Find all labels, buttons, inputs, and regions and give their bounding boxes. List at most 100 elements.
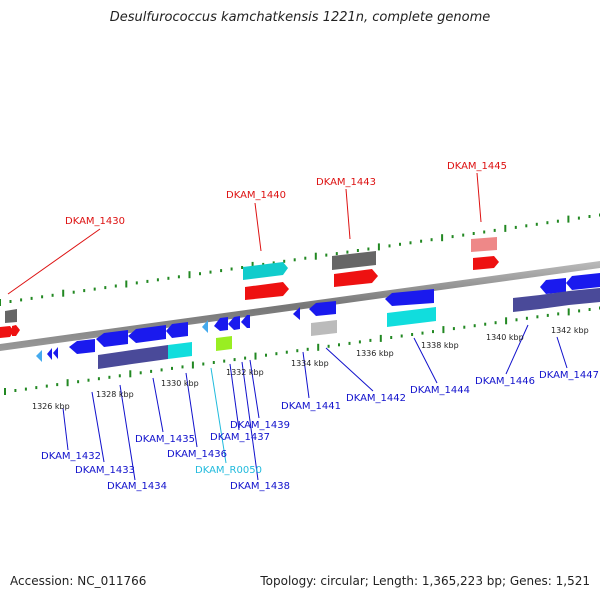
gene-label: DKAM_1441 xyxy=(281,401,341,412)
gene-label: DKAM_1443 xyxy=(316,177,376,188)
minor-tick xyxy=(139,371,142,375)
minor-tick xyxy=(411,333,414,336)
minor-tick xyxy=(525,224,528,228)
gene-feature xyxy=(0,326,14,338)
minor-tick xyxy=(293,258,296,262)
gene-label: DKAM_1447 xyxy=(539,370,599,381)
minor-tick xyxy=(335,252,338,256)
gene-label: DKAM_1433 xyxy=(75,465,135,476)
gene-feature xyxy=(245,282,289,300)
gene-feature xyxy=(47,348,52,360)
minor-tick xyxy=(20,298,23,302)
minor-tick xyxy=(369,338,372,342)
minor-tick xyxy=(306,347,309,351)
minor-tick xyxy=(83,289,86,293)
minor-tick xyxy=(577,216,580,220)
minor-tick xyxy=(114,284,117,288)
minor-tick xyxy=(220,269,223,273)
accession-text: Accession: NC_011766 xyxy=(10,574,147,588)
minor-tick xyxy=(546,221,549,225)
minor-tick xyxy=(283,259,286,263)
gene-feature xyxy=(293,307,300,320)
gene-feature xyxy=(540,278,566,294)
minor-tick xyxy=(493,228,496,232)
minor-tick xyxy=(24,387,27,391)
minor-tick xyxy=(338,343,340,347)
minor-tick xyxy=(244,356,247,360)
gene-feature xyxy=(168,342,192,359)
minor-tick xyxy=(451,235,454,239)
minor-tick xyxy=(472,232,475,235)
minor-tick xyxy=(462,233,465,237)
major-tick xyxy=(254,352,257,360)
gene-feature xyxy=(132,345,168,364)
major-tick xyxy=(188,271,191,279)
gene-labels: DKAM_1430 DKAM_1440 DKAM_1443 DKAM_1445 … xyxy=(41,161,599,492)
minor-tick xyxy=(588,308,591,311)
minor-tick xyxy=(304,256,307,260)
gene-feature xyxy=(53,347,58,359)
minor-tick xyxy=(546,313,549,317)
major-tick xyxy=(317,343,320,351)
major-tick xyxy=(505,317,508,325)
minor-tick xyxy=(578,309,581,313)
minor-tick xyxy=(525,316,528,320)
scale-label: 1328 kbp xyxy=(96,390,134,399)
minor-tick xyxy=(536,315,539,319)
gene-label: DKAM_1438 xyxy=(230,481,290,492)
gene-label: DKAM_1435 xyxy=(135,434,195,445)
gene-label: DKAM_1436 xyxy=(167,449,227,460)
minor-tick xyxy=(199,272,201,276)
minor-tick xyxy=(588,215,591,218)
minor-tick xyxy=(104,286,107,290)
minor-tick xyxy=(202,362,205,366)
gene-label: DKAM_1442 xyxy=(346,393,406,404)
minor-tick xyxy=(514,225,517,229)
scale-labels: 1326 kbp 1328 kbp 1330 kbp 1332 kbp 1334… xyxy=(32,326,589,411)
scale-label: 1338 kbp xyxy=(421,341,459,350)
gene-feature xyxy=(12,325,20,336)
minor-tick xyxy=(348,341,351,345)
gene-feature xyxy=(241,315,250,328)
minor-tick xyxy=(483,230,486,234)
minor-tick xyxy=(452,327,455,331)
major-tick xyxy=(129,370,132,378)
major-tick xyxy=(4,388,6,395)
minor-tick xyxy=(400,334,403,338)
gene-feature xyxy=(569,288,600,305)
gene-feature xyxy=(311,320,337,336)
scale-label: 1334 kbp xyxy=(291,359,329,368)
gene-feature xyxy=(96,330,128,347)
minor-tick xyxy=(494,321,497,325)
minor-tick xyxy=(212,361,215,364)
minor-tick xyxy=(430,238,433,242)
gene-label: DKAM_1434 xyxy=(107,481,167,492)
gene-feature xyxy=(128,325,166,343)
gene-feature xyxy=(471,237,497,252)
major-tick xyxy=(567,215,570,223)
minor-tick xyxy=(93,287,96,291)
minor-tick xyxy=(399,242,401,246)
minor-tick xyxy=(346,250,349,254)
minor-tick xyxy=(233,358,236,362)
minor-tick xyxy=(45,384,48,388)
minor-tick xyxy=(160,368,163,372)
minor-tick xyxy=(135,281,138,285)
major-tick xyxy=(125,280,128,288)
minor-tick xyxy=(167,276,170,280)
minor-tick xyxy=(557,312,560,316)
leader-lines xyxy=(7,172,568,481)
minor-tick xyxy=(51,293,54,297)
major-tick xyxy=(567,308,570,316)
genome-summary-text: Topology: circular; Length: 1,365,223 bp… xyxy=(260,574,590,588)
gene-feature xyxy=(334,269,378,287)
gene-label: DKAM_1432 xyxy=(41,451,101,462)
minor-tick xyxy=(432,330,434,334)
major-tick xyxy=(191,361,194,369)
gene-feature xyxy=(216,336,232,351)
minor-tick xyxy=(463,325,466,329)
gene-feature xyxy=(387,307,436,327)
minor-tick xyxy=(56,383,59,387)
minor-tick xyxy=(146,279,149,283)
